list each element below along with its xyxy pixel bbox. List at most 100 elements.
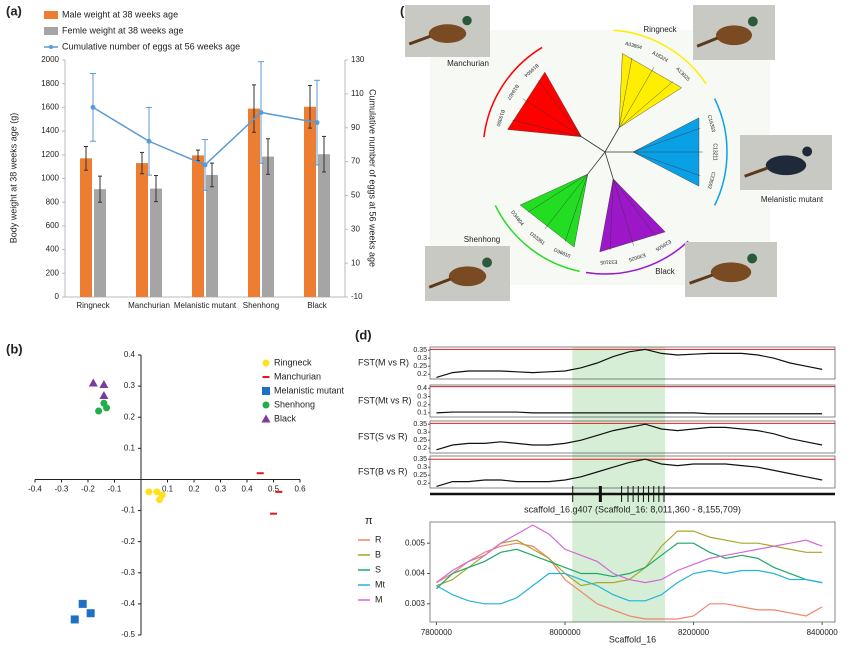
y-tick-label: 1800 <box>41 79 59 88</box>
bird-body <box>765 155 807 176</box>
y-tick-label: 1400 <box>41 126 59 135</box>
point <box>95 407 103 415</box>
y-tick-label: 400 <box>46 245 60 254</box>
branch <box>604 151 614 179</box>
legend-swatch <box>44 27 58 35</box>
legend-marker <box>262 401 270 409</box>
point <box>275 490 283 493</box>
y-tick-label: 1600 <box>41 103 59 112</box>
y-tick-label: -0.2 <box>121 537 135 546</box>
y-tick-label: -0.1 <box>121 506 135 515</box>
x-tick-label: -0.3 <box>55 485 69 494</box>
y2-tick-label: 10 <box>351 258 360 267</box>
leaf-label: C16353 <box>706 114 716 133</box>
legend-marker <box>49 45 53 49</box>
point <box>78 599 87 608</box>
bird-tail <box>689 273 714 285</box>
bird-head <box>747 253 758 264</box>
bar <box>80 158 92 297</box>
fst-label: FST(S vs R) <box>358 431 408 441</box>
y2-tick-label: 110 <box>351 89 364 98</box>
legend-label: Cumulative number of eggs at 56 weeks ag… <box>62 41 240 51</box>
y-axis-label: π <box>365 515 373 527</box>
bird-body <box>428 24 467 43</box>
leaf-label: E33105 <box>600 258 618 265</box>
point <box>70 615 79 624</box>
legend-label: Black <box>274 413 297 423</box>
fst-label: FST(Mt vs R) <box>358 395 412 405</box>
clade-arc <box>494 205 580 273</box>
leaf-label: E30025 <box>628 251 646 262</box>
bird-head <box>462 15 472 26</box>
y-tick-label: 0.3 <box>417 464 427 471</box>
tip-branch <box>632 128 701 153</box>
bar <box>94 189 106 297</box>
tip-branch <box>618 67 655 128</box>
y-tick-label: 0.25 <box>413 472 427 479</box>
x-tick-label: Ringneck <box>76 301 110 310</box>
fst-frame <box>429 346 836 380</box>
x-tick-label: 0.1 <box>162 485 174 494</box>
y-tick-label: 0.2 <box>417 371 427 378</box>
line <box>436 524 823 584</box>
point <box>153 488 161 496</box>
y-axis-label: Body weight at 38 weeks age (g) <box>8 113 18 244</box>
y-tick-label: 0.2 <box>417 480 427 487</box>
tip-branch <box>544 173 588 230</box>
fst-label: FST(B vs R) <box>358 466 408 476</box>
x-tick-label: 0.5 <box>268 485 280 494</box>
legend-label: S <box>375 564 381 574</box>
highlight-band <box>572 347 666 622</box>
bar <box>248 108 260 298</box>
marker <box>258 109 264 115</box>
y-tick-label: 0.003 <box>405 599 426 608</box>
legend-label: Manchurian <box>274 371 321 381</box>
x-tick-label: 8200000 <box>678 628 710 637</box>
branch <box>587 151 606 175</box>
y-tick-label: 0.3 <box>417 429 427 436</box>
point <box>270 512 277 515</box>
fst-frame <box>429 455 836 489</box>
tip-branch <box>632 151 701 176</box>
legend-marker <box>261 414 271 423</box>
bird-tail <box>696 36 719 48</box>
y2-tick-label: 90 <box>351 123 360 132</box>
point <box>156 496 164 504</box>
bar <box>150 188 162 297</box>
y-tick-label: 0.004 <box>405 569 426 578</box>
legend-marker <box>262 359 270 367</box>
tip-branch <box>609 178 614 250</box>
x-tick-label: 0.3 <box>215 485 227 494</box>
tip-branch <box>612 178 634 246</box>
y-tick-label: 0.25 <box>413 437 427 444</box>
y-tick-label: 2000 <box>41 55 59 64</box>
y2-tick-label: 30 <box>351 224 360 233</box>
x-tick-label: 8400000 <box>807 628 839 637</box>
clade-arc <box>613 29 707 85</box>
legend-label: R <box>375 534 382 544</box>
line <box>436 542 823 590</box>
x-tick-label: 8000000 <box>549 628 581 637</box>
y-tick-label: 600 <box>46 221 60 230</box>
fst-frame <box>429 384 836 418</box>
line <box>436 569 823 605</box>
y-tick-label: 0.35 <box>413 347 427 354</box>
y-tick-label: 0.2 <box>417 445 427 452</box>
legend-label: B <box>375 549 381 559</box>
line <box>436 458 823 487</box>
y-tick-label: -0.4 <box>121 599 135 608</box>
bar <box>318 154 330 297</box>
clade-name: Black <box>655 267 676 276</box>
bird-tail <box>744 166 769 178</box>
leaf-label: A03804 <box>624 41 642 51</box>
clade-name: Ringneck <box>643 25 677 34</box>
legend-label: Shenhong <box>274 399 315 409</box>
clade-arc <box>713 98 728 206</box>
bar <box>192 155 204 297</box>
legend-label: Ringneck <box>274 357 312 367</box>
y-tick-label: -0.3 <box>121 568 135 577</box>
y-tick-label: 0.4 <box>417 385 427 392</box>
point <box>99 390 109 399</box>
legend-marker <box>262 376 270 378</box>
